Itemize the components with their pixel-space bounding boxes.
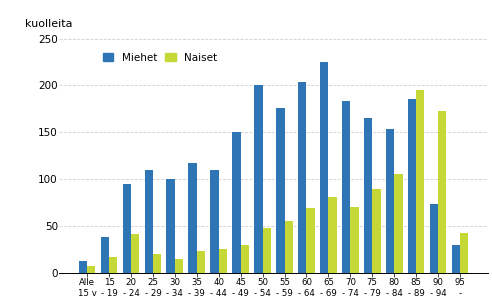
Bar (386, 130, 394, 273)
Bar (263, 228, 271, 273)
Bar (145, 170, 153, 273)
Bar (79, 261, 87, 273)
Bar (188, 163, 197, 273)
Bar (307, 208, 315, 273)
Bar (276, 108, 284, 273)
Bar (430, 204, 438, 273)
Bar (123, 184, 131, 273)
Bar (87, 266, 95, 273)
Bar (175, 259, 183, 273)
Bar (460, 233, 468, 273)
Legend: Miehet, Naiset: Miehet, Naiset (99, 48, 221, 67)
Bar (153, 254, 161, 273)
Bar (131, 233, 139, 273)
Bar (166, 179, 175, 273)
Bar (342, 101, 350, 273)
Bar (320, 62, 328, 273)
Bar (372, 189, 381, 273)
Bar (298, 82, 307, 273)
Bar (197, 251, 205, 273)
Bar (328, 197, 337, 273)
Bar (241, 245, 249, 273)
Bar (211, 170, 219, 273)
Bar (394, 175, 402, 273)
Bar (109, 257, 118, 273)
Bar (254, 85, 263, 273)
Bar (219, 249, 227, 273)
Bar (350, 207, 359, 273)
Bar (364, 118, 372, 273)
Bar (452, 245, 460, 273)
Bar (284, 221, 293, 273)
Bar (438, 111, 446, 273)
Bar (101, 237, 109, 273)
Bar (416, 90, 425, 273)
Bar (232, 132, 241, 273)
Bar (408, 99, 416, 273)
Text: kuolleita: kuolleita (25, 19, 72, 29)
